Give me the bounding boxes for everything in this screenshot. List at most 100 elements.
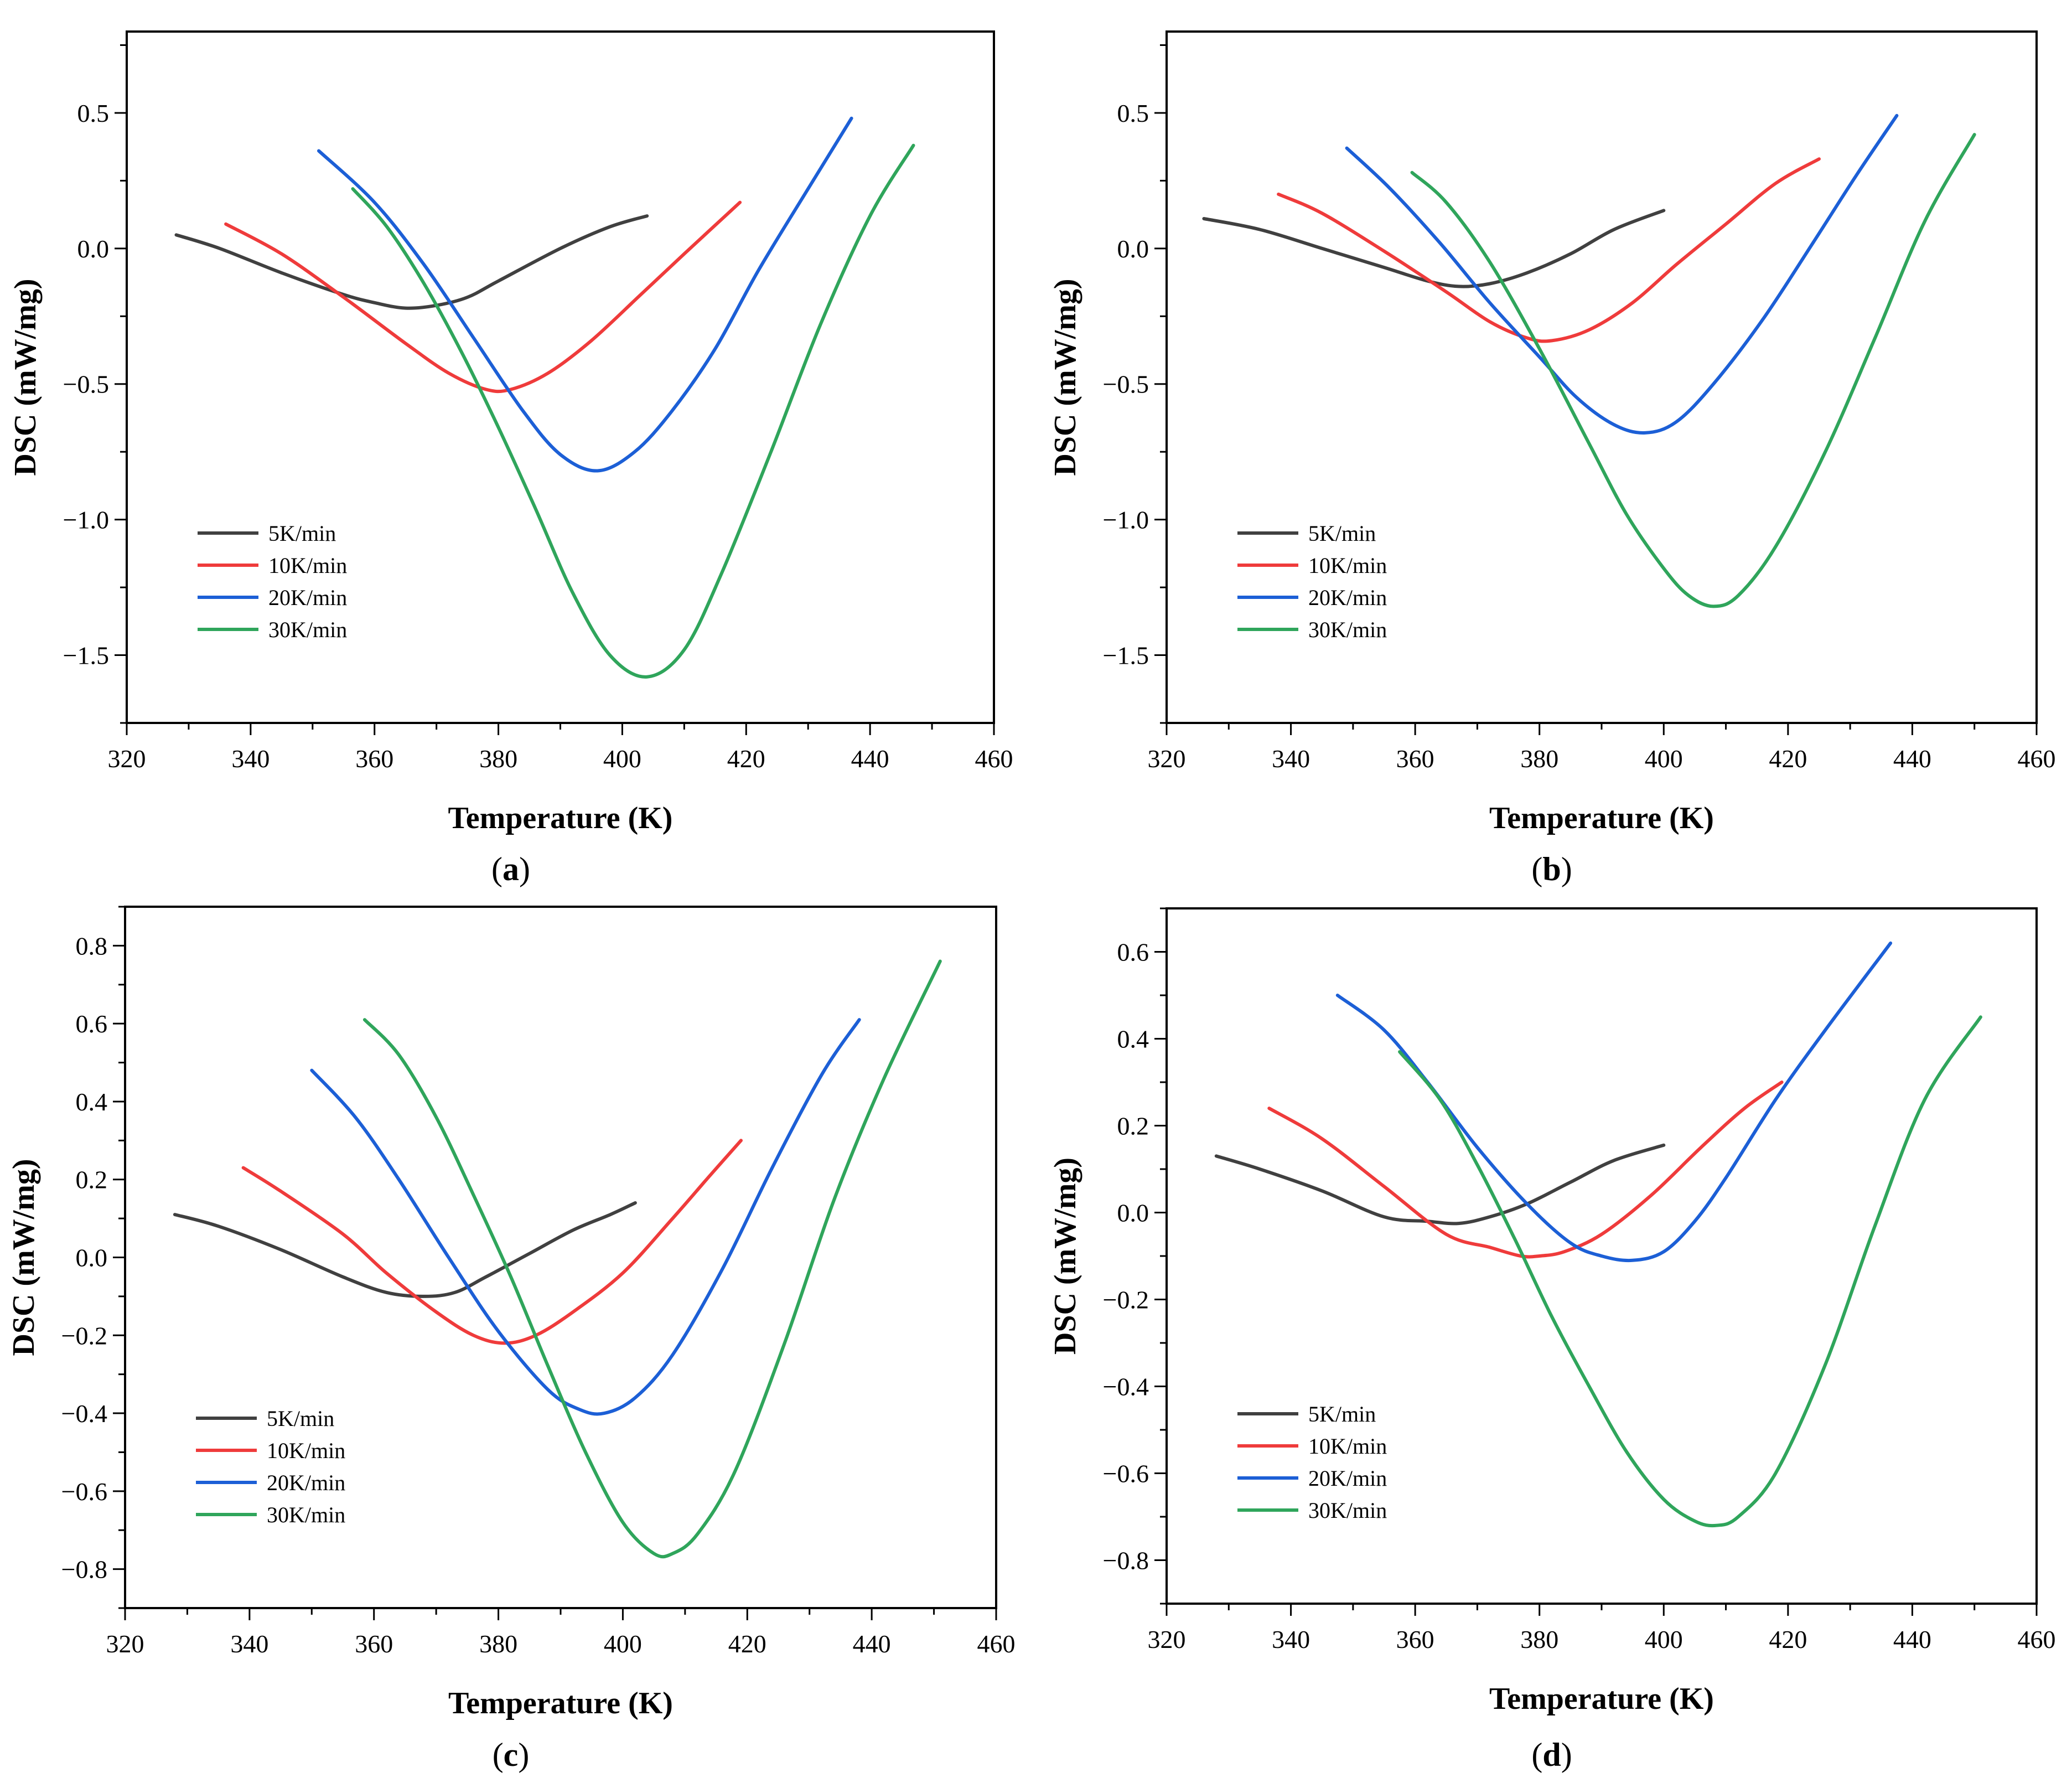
x-tick-label: 360 [1396, 745, 1434, 773]
y-tick-label: −1.0 [63, 506, 109, 534]
x-tick-label: 380 [479, 1630, 517, 1658]
x-tick-label: 340 [231, 745, 270, 773]
x-tick-label: 460 [2018, 745, 2056, 773]
legend-label: 20K/min [268, 585, 347, 610]
legend-label: 10K/min [1308, 1434, 1387, 1459]
series-line-20kmin [1345, 113, 1899, 435]
x-tick-label: 320 [1148, 745, 1186, 773]
y-tick-label: −0.2 [61, 1321, 107, 1350]
y-tick-label: 0.5 [1117, 99, 1149, 127]
y-tick-label: 0.0 [1117, 1199, 1149, 1227]
legend-label: 5K/min [1308, 1402, 1376, 1427]
y-tick-label: −0.6 [1103, 1460, 1149, 1488]
panel-label: (a) [491, 851, 530, 887]
x-tick-label: 380 [1520, 745, 1558, 773]
x-tick-label: 340 [1272, 745, 1310, 773]
legend-label: 20K/min [267, 1470, 345, 1495]
series-line-10kmin [1277, 157, 1821, 343]
x-tick-label: 440 [1893, 745, 1931, 773]
x-tick-label: 460 [975, 745, 1013, 773]
legend-label: 10K/min [267, 1438, 345, 1463]
x-axis-title: Temperature (K) [1489, 1682, 1714, 1716]
panel-label: (b) [1531, 851, 1572, 887]
plot-frame [124, 906, 997, 1609]
y-tick-label: −0.4 [1103, 1373, 1149, 1401]
x-tick-label: 380 [479, 745, 517, 773]
series-line-10kmin [1267, 1081, 1784, 1259]
legend-label: 30K/min [267, 1502, 345, 1527]
series-line-5kmin [174, 214, 649, 310]
x-axis-title: Temperature (K) [448, 801, 673, 835]
y-tick-label: −0.5 [1103, 370, 1149, 399]
chart-panel-c: 320 340 360 380 400 420 440 460 0.8 0.6 0.4 0.2 0.0 −… [7, 906, 1016, 1773]
y-tick-label: 0.6 [76, 1010, 108, 1038]
series-line-30kmin [1398, 1015, 1982, 1528]
y-tick-label: 0.8 [76, 932, 108, 960]
x-tick-label: 420 [728, 1630, 766, 1658]
x-tick-label: 440 [851, 745, 889, 773]
legend: 5K/min 10K/min 20K/min 30K/min [198, 521, 347, 642]
y-axis-title: DSC (mW/mg) [1048, 278, 1082, 476]
y-axis-title: DSC (mW/mg) [8, 278, 43, 476]
legend-label: 30K/min [268, 617, 347, 642]
x-tick-label: 420 [727, 745, 765, 773]
y-tick-label: 0.0 [76, 1244, 108, 1272]
y-tick-label: −1.5 [1103, 642, 1149, 670]
y-tick-label: −0.8 [1103, 1547, 1149, 1575]
y-axis-title: DSC (mW/mg) [1048, 1157, 1082, 1355]
x-tick-label: 400 [604, 1630, 642, 1658]
x-tick-label: 420 [1769, 745, 1807, 773]
x-tick-label: 420 [1769, 1625, 1807, 1653]
y-tick-label: −0.4 [61, 1399, 107, 1428]
y-tick-label: −0.5 [63, 370, 109, 399]
legend-label: 10K/min [1308, 553, 1387, 578]
chart-panel-d: 320 340 360 380 400 420 440 460 0.6 0.4 0.2 0.0 −0.2… [1048, 907, 2056, 1773]
panel-label: (d) [1531, 1737, 1572, 1773]
plot-frame [1166, 30, 2038, 724]
series-line-10kmin [241, 1139, 743, 1345]
x-tick-label: 380 [1520, 1625, 1558, 1653]
y-tick-label: 0.4 [76, 1088, 108, 1116]
series-line-20kmin [1335, 941, 1893, 1263]
series-line-5kmin [1202, 209, 1666, 288]
y-tick-label: −1.5 [63, 642, 109, 670]
x-tick-label: 440 [1893, 1625, 1931, 1653]
x-tick-label: 360 [1396, 1625, 1434, 1653]
legend-label: 20K/min [1308, 1466, 1387, 1491]
legend-label: 5K/min [1308, 521, 1376, 546]
y-tick-label: 0.0 [77, 235, 110, 263]
x-tick-label: 460 [977, 1630, 1016, 1658]
chart-panel-a: 320 340 360 380 400 420 440 460 0.5 0.0 −0.5 −1.0 −1… [8, 30, 1013, 887]
series-line-20kmin [317, 116, 853, 473]
y-tick-label: 0.5 [77, 99, 110, 127]
x-axis-title: Temperature (K) [1489, 801, 1714, 835]
x-tick-label: 340 [1272, 1625, 1310, 1653]
y-tick-label: 0.4 [1117, 1025, 1149, 1053]
legend-label: 5K/min [267, 1406, 334, 1431]
y-tick-label: −0.2 [1103, 1286, 1149, 1314]
series-line-30kmin [351, 143, 915, 679]
x-tick-label: 360 [355, 745, 393, 773]
series-line-20kmin [310, 1018, 861, 1416]
legend-label: 20K/min [1308, 585, 1387, 610]
x-tick-label: 320 [108, 745, 146, 773]
legend-label: 30K/min [1308, 617, 1387, 642]
x-tick-label: 340 [230, 1630, 268, 1658]
series-line-30kmin [1410, 133, 1976, 608]
y-tick-label: 0.2 [76, 1166, 108, 1194]
y-tick-label: −1.0 [1103, 506, 1149, 534]
series-line-5kmin [173, 1201, 637, 1298]
x-tick-label: 400 [603, 745, 641, 773]
y-axis-title: DSC (mW/mg) [7, 1159, 41, 1356]
x-tick-label: 360 [355, 1630, 393, 1658]
legend: 5K/min 10K/min 20K/min 30K/min [1237, 1402, 1387, 1523]
y-tick-label: −0.6 [61, 1477, 107, 1506]
x-tick-label: 440 [853, 1630, 891, 1658]
legend: 5K/min 10K/min 20K/min 30K/min [196, 1406, 345, 1527]
x-tick-label: 400 [1645, 1625, 1683, 1653]
legend-label: 30K/min [1308, 1498, 1387, 1523]
y-tick-label: 0.0 [1117, 235, 1149, 263]
series-line-30kmin [362, 959, 942, 1559]
y-tick-label: −0.8 [61, 1555, 107, 1584]
